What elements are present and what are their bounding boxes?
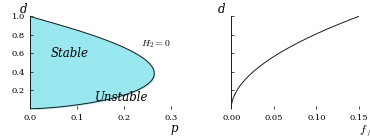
Text: d: d	[217, 3, 225, 16]
Text: d: d	[19, 3, 27, 16]
Text: Stable: Stable	[51, 47, 88, 60]
Text: $H_2=0$: $H_2=0$	[141, 38, 171, 50]
Text: Unstable: Unstable	[95, 91, 148, 104]
Text: p: p	[171, 122, 178, 135]
Text: $f\,/\,f_s$: $f\,/\,f_s$	[359, 122, 370, 136]
